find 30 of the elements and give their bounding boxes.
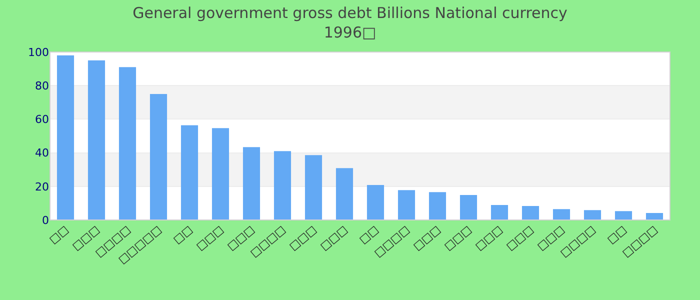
x-tick-label: □□	[46, 223, 71, 246]
bar	[584, 210, 602, 220]
bar	[212, 128, 230, 220]
bar	[304, 155, 322, 220]
bar	[428, 192, 446, 220]
bar	[150, 94, 168, 220]
x-tick-label: □□	[170, 223, 195, 246]
chart-subtitle: 1996□	[324, 24, 376, 42]
y-tick-label: 60	[35, 113, 49, 126]
bar	[460, 194, 478, 220]
bar	[490, 205, 508, 220]
bar	[180, 125, 198, 220]
bar	[646, 212, 664, 220]
bar	[522, 206, 540, 220]
bar	[336, 168, 354, 220]
bar	[398, 190, 416, 220]
y-tick-label: 100	[28, 46, 49, 59]
bar	[118, 67, 136, 220]
y-tick-label: 20	[35, 180, 49, 194]
bar	[614, 211, 632, 220]
bar	[366, 185, 384, 220]
bar	[242, 147, 260, 220]
y-tick-label: 0	[42, 214, 49, 227]
bar	[88, 60, 106, 220]
bar	[274, 151, 292, 220]
bar	[552, 209, 570, 220]
bar	[56, 55, 74, 220]
chart-title: General government gross debt Billions National currency	[132, 4, 568, 22]
y-tick-label: 80	[35, 79, 49, 92]
y-tick-label: 40	[35, 146, 49, 160]
